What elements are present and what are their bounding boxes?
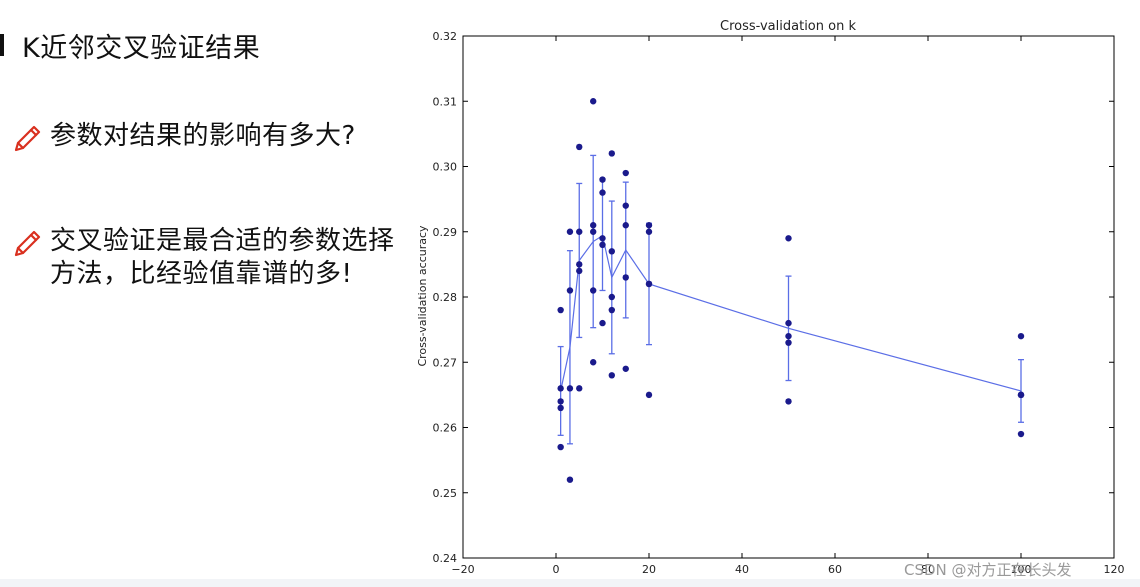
data-point: [785, 398, 792, 405]
data-point: [557, 385, 564, 392]
data-point: [622, 202, 629, 209]
data-point: [599, 241, 606, 248]
data-point: [785, 319, 792, 327]
data-point: [576, 261, 583, 268]
y-tick-label: 0.26: [433, 422, 458, 435]
data-point: [785, 339, 792, 346]
data-point: [608, 293, 615, 301]
data-point: [645, 280, 653, 288]
data-point: [590, 287, 597, 294]
y-tick-label: 0.31: [433, 95, 458, 108]
bullet-item: 交叉验证是最合适的参数选择方法，比经验值靠谱的多!: [10, 225, 400, 291]
cross-validation-chart: Cross-validation on k Cross-validation a…: [416, 19, 1125, 576]
x-tick-label: 80: [921, 563, 935, 576]
pencil-icon: [14, 125, 41, 152]
x-tick-label: −20: [451, 563, 474, 576]
data-point: [785, 235, 792, 242]
data-point: [785, 332, 792, 340]
data-point: [557, 398, 564, 405]
data-point: [599, 189, 606, 196]
data-point: [1017, 391, 1025, 399]
x-tick-label: 60: [828, 563, 842, 576]
data-point: [576, 228, 583, 235]
data-point: [645, 228, 653, 235]
data-point: [622, 365, 629, 372]
data-point: [645, 391, 653, 399]
data-point: [622, 169, 629, 177]
data-point: [576, 385, 583, 392]
data-point: [566, 385, 574, 392]
bullet-text: 交叉验证是最合适的参数选择方法，比经验值靠谱的多!: [50, 226, 395, 289]
chart-title: Cross-validation on k: [720, 19, 856, 34]
x-tick-label: 0: [553, 563, 560, 576]
data-point: [608, 150, 615, 157]
y-tick-label: 0.25: [433, 487, 458, 500]
data-point: [1017, 332, 1025, 340]
bullet-item: 参数对结果的影响有多大?: [10, 120, 400, 156]
data-point: [608, 372, 615, 379]
slide-title: K近邻交叉验证结果: [22, 33, 261, 64]
watermark: CSDN @对方正在长头发: [904, 561, 1072, 579]
data-point: [608, 248, 615, 255]
x-tick-label: 20: [642, 563, 656, 576]
data-point: [590, 98, 597, 105]
y-tick-label: 0.30: [433, 161, 458, 174]
data-point: [566, 287, 574, 294]
y-tick-label: 0.28: [433, 291, 458, 304]
data-point: [557, 404, 564, 412]
bullet-text: 参数对结果的影响有多大?: [50, 121, 356, 151]
data-point: [599, 235, 606, 242]
data-point: [622, 222, 629, 229]
data-point: [590, 228, 597, 235]
data-point: [557, 443, 564, 451]
mean-line: [560, 234, 1022, 392]
y-tick-label: 0.29: [433, 226, 458, 239]
data-point: [576, 143, 583, 151]
data-point: [599, 176, 606, 183]
title-marker: [0, 34, 4, 56]
x-tick-label: 100: [1011, 563, 1032, 576]
data-point: [566, 228, 574, 235]
data-point: [566, 476, 574, 483]
y-tick-label: 0.24: [433, 552, 458, 565]
data-point: [590, 359, 597, 366]
data-point: [1017, 430, 1025, 438]
bottom-strip: [0, 579, 1140, 587]
x-tick-label: 120: [1104, 563, 1125, 576]
pencil-icon: [14, 230, 41, 257]
data-point: [645, 222, 653, 229]
x-tick-label: 40: [735, 563, 749, 576]
data-point: [622, 274, 629, 281]
data-point: [608, 306, 615, 314]
data-point: [590, 222, 597, 229]
y-axis-label: Cross-validation accuracy: [416, 225, 429, 367]
data-point: [599, 319, 606, 327]
y-tick-label: 0.27: [433, 356, 458, 369]
data-point: [576, 267, 583, 275]
y-tick-label: 0.32: [433, 30, 458, 43]
data-point: [557, 306, 564, 314]
